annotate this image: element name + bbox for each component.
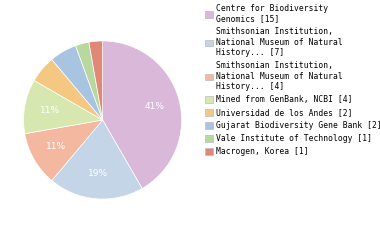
- Text: 11%: 11%: [40, 106, 60, 115]
- Wedge shape: [52, 46, 103, 120]
- Wedge shape: [76, 42, 103, 120]
- Text: 41%: 41%: [144, 102, 165, 111]
- Wedge shape: [103, 41, 182, 188]
- Wedge shape: [25, 120, 103, 180]
- Text: 11%: 11%: [46, 142, 66, 151]
- Wedge shape: [89, 41, 103, 120]
- Legend: Centre for Biodiversity
Genomics [15], Smithsonian Institution,
National Museum : Centre for Biodiversity Genomics [15], S…: [206, 4, 380, 156]
- Wedge shape: [24, 80, 103, 134]
- Wedge shape: [52, 120, 142, 199]
- Wedge shape: [34, 60, 103, 120]
- Text: 19%: 19%: [88, 169, 108, 178]
